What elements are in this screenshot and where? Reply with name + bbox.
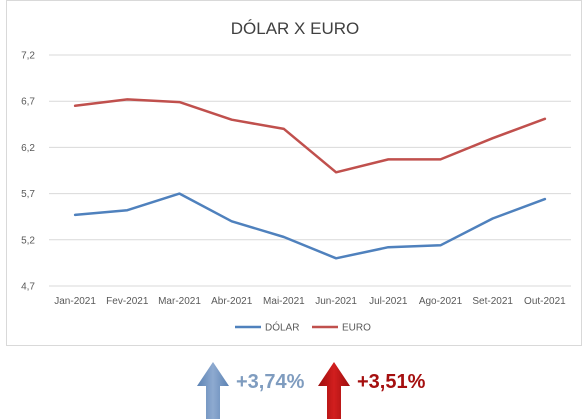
y-axis-tick-labels: 4,7 5,2 5,7 6,2 6,7 7,2 bbox=[21, 51, 35, 293]
y-tick-label: 5,7 bbox=[21, 189, 35, 200]
y-tick-label: 6,2 bbox=[21, 143, 35, 154]
legend-label: DÓLAR bbox=[265, 321, 299, 334]
x-tick-label: Set-2021 bbox=[472, 296, 513, 307]
x-tick-label: Ago-2021 bbox=[419, 296, 463, 307]
y-tick-label: 5,2 bbox=[21, 235, 35, 246]
x-axis-tick-labels: Jan-2021 Fev-2021 Mar-2021 Abr-2021 Mai-2021… bbox=[54, 296, 566, 307]
x-tick-label: Fev-2021 bbox=[106, 296, 149, 307]
y-tick-label: 4,7 bbox=[21, 282, 35, 293]
dolar-up-arrow-icon bbox=[197, 362, 229, 419]
x-tick-label: Out-2021 bbox=[524, 296, 566, 307]
series-lines bbox=[73, 98, 547, 260]
x-tick-label: Jun-2021 bbox=[315, 296, 357, 307]
chart-frame: DÓLAR X EURO 4,7 5,2 5,7 6,2 6,7 7,2 Jan-2021… bbox=[6, 0, 582, 346]
dolar-change-label: +3,74% bbox=[236, 371, 305, 393]
gridlines bbox=[49, 54, 571, 287]
legend-label: EURO bbox=[342, 323, 371, 334]
x-tick-label: Jan-2021 bbox=[54, 296, 96, 307]
chart-title: DÓLAR X EURO bbox=[231, 19, 359, 38]
series-line-euro bbox=[73, 98, 547, 174]
y-tick-label: 6,7 bbox=[21, 97, 35, 108]
euro-change-label: +3,51% bbox=[357, 371, 426, 393]
euro-up-arrow-icon bbox=[318, 362, 350, 419]
y-tick-label: 7,2 bbox=[21, 51, 35, 62]
legend: DÓLAR EURO bbox=[235, 321, 371, 334]
line-chart: DÓLAR X EURO 4,7 5,2 5,7 6,2 6,7 7,2 Jan-2021… bbox=[21, 19, 571, 334]
x-tick-label: Mar-2021 bbox=[158, 296, 201, 307]
x-tick-label: Mai-2021 bbox=[263, 296, 305, 307]
change-arrows bbox=[197, 362, 350, 419]
x-tick-label: Abr-2021 bbox=[211, 296, 253, 307]
series-line-dolar bbox=[73, 192, 547, 260]
x-tick-label: Jul-2021 bbox=[369, 296, 408, 307]
